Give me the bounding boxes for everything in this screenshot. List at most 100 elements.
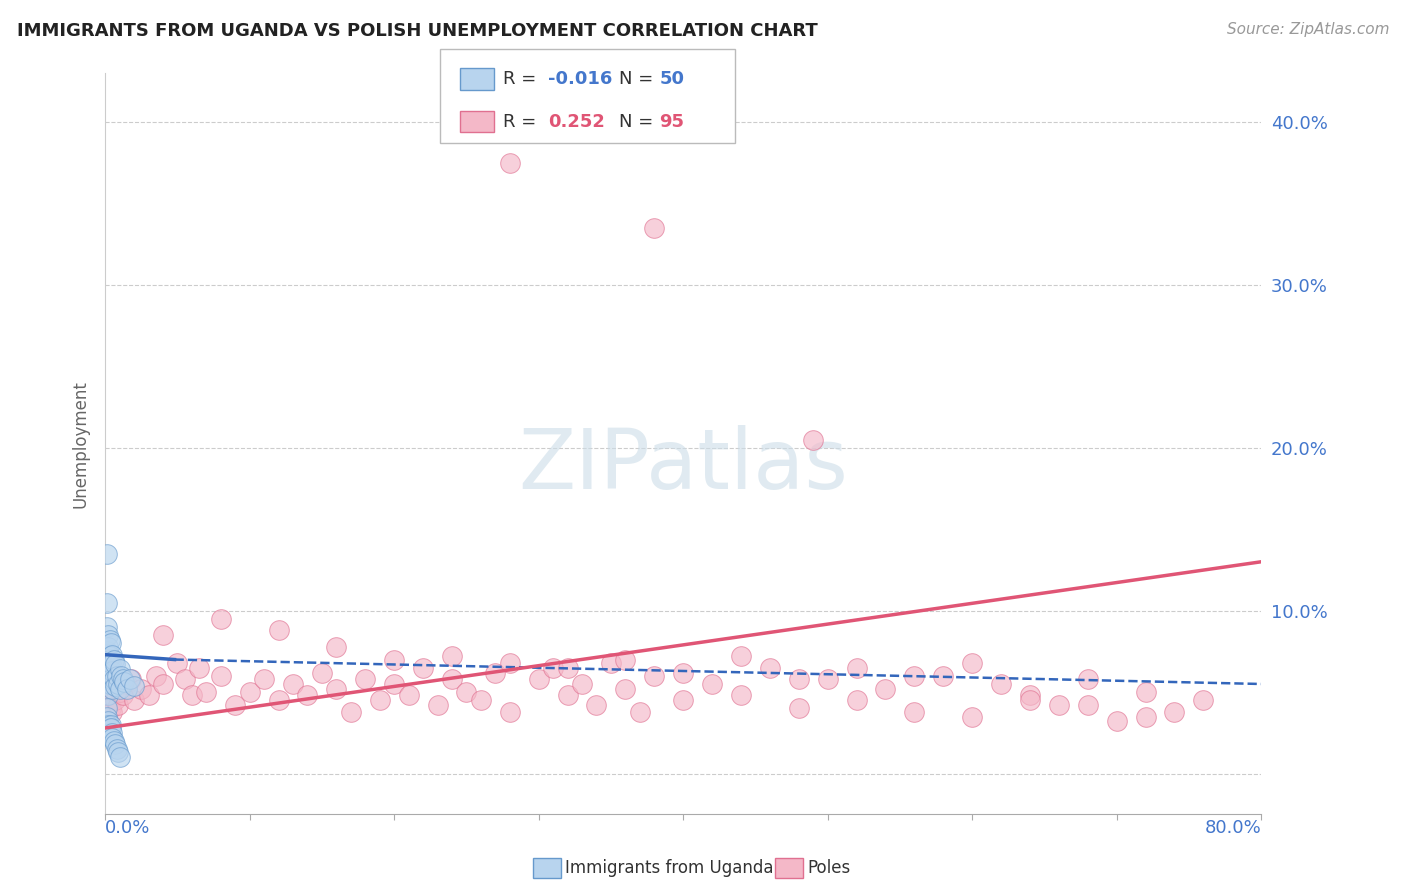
Point xyxy=(107,746,129,760)
Point xyxy=(96,547,118,561)
Point xyxy=(440,672,463,686)
Point xyxy=(98,726,121,740)
Point xyxy=(470,693,492,707)
Point xyxy=(354,672,377,686)
Text: 95: 95 xyxy=(659,112,685,130)
Point xyxy=(120,672,142,686)
Point xyxy=(97,652,120,666)
Text: N =: N = xyxy=(619,112,658,130)
Point xyxy=(1047,698,1070,713)
Point xyxy=(97,640,120,654)
Point xyxy=(960,656,983,670)
Point xyxy=(101,681,124,696)
Point xyxy=(325,681,347,696)
Point xyxy=(209,612,232,626)
Point xyxy=(267,624,290,638)
Point xyxy=(628,705,651,719)
Point xyxy=(97,661,120,675)
Point xyxy=(104,693,127,707)
Point xyxy=(440,649,463,664)
Point xyxy=(499,155,522,169)
Point xyxy=(960,709,983,723)
Text: Immigrants from Uganda: Immigrants from Uganda xyxy=(565,859,773,877)
Point xyxy=(368,693,391,707)
Point xyxy=(98,649,121,664)
Point xyxy=(138,689,160,703)
Point xyxy=(107,677,129,691)
Point xyxy=(557,661,579,675)
Point xyxy=(100,717,122,731)
Point xyxy=(100,672,122,686)
Point xyxy=(108,685,131,699)
Point xyxy=(96,677,118,691)
Point xyxy=(787,672,810,686)
Point xyxy=(643,669,665,683)
Point xyxy=(759,661,782,675)
Point xyxy=(456,685,478,699)
Point xyxy=(98,677,121,691)
Point xyxy=(152,677,174,691)
Point xyxy=(103,685,125,699)
Point xyxy=(195,685,218,699)
Point xyxy=(585,698,607,713)
Text: IMMIGRANTS FROM UGANDA VS POLISH UNEMPLOYMENT CORRELATION CHART: IMMIGRANTS FROM UGANDA VS POLISH UNEMPLO… xyxy=(17,22,818,40)
Point xyxy=(1163,705,1185,719)
Text: ZIPatlas: ZIPatlas xyxy=(519,425,848,507)
Text: Poles: Poles xyxy=(807,859,851,877)
Point xyxy=(787,701,810,715)
Point xyxy=(426,698,449,713)
Point xyxy=(614,652,637,666)
Text: 0.252: 0.252 xyxy=(548,112,605,130)
Point xyxy=(1019,693,1042,707)
Point xyxy=(98,632,121,647)
Point xyxy=(100,672,122,686)
Point xyxy=(557,689,579,703)
Point xyxy=(96,709,118,723)
Y-axis label: Unemployment: Unemployment xyxy=(72,380,89,508)
Point xyxy=(103,734,125,748)
Point xyxy=(97,677,120,691)
Point xyxy=(239,685,262,699)
Point xyxy=(98,721,121,735)
Point xyxy=(111,672,134,686)
Point xyxy=(115,677,138,691)
Point xyxy=(1135,685,1157,699)
Point xyxy=(188,661,211,675)
Point xyxy=(110,669,132,683)
Point xyxy=(311,665,333,680)
Point xyxy=(101,705,124,719)
Point xyxy=(382,652,405,666)
Point xyxy=(101,648,124,662)
Point xyxy=(398,689,420,703)
Text: 50: 50 xyxy=(659,70,685,88)
Point xyxy=(1192,693,1215,707)
Point xyxy=(145,669,167,683)
Point xyxy=(672,693,695,707)
Point xyxy=(1105,714,1128,729)
Point xyxy=(111,689,134,703)
Point xyxy=(875,681,897,696)
Point xyxy=(499,656,522,670)
Point xyxy=(100,701,122,715)
Point xyxy=(97,714,120,729)
Point xyxy=(103,652,125,666)
Text: -0.016: -0.016 xyxy=(548,70,613,88)
Point xyxy=(614,681,637,696)
Point xyxy=(101,677,124,691)
Point xyxy=(817,672,839,686)
Point xyxy=(103,672,125,686)
Point xyxy=(101,664,124,678)
Point xyxy=(108,681,131,696)
Point xyxy=(104,657,127,672)
Point xyxy=(499,705,522,719)
Point xyxy=(845,661,868,675)
Point xyxy=(412,661,434,675)
Point xyxy=(96,620,118,634)
Point xyxy=(97,717,120,731)
Point xyxy=(600,656,623,670)
Point xyxy=(131,681,153,696)
Point xyxy=(98,695,121,709)
Point xyxy=(297,689,319,703)
Point xyxy=(932,669,955,683)
Point xyxy=(180,689,202,703)
